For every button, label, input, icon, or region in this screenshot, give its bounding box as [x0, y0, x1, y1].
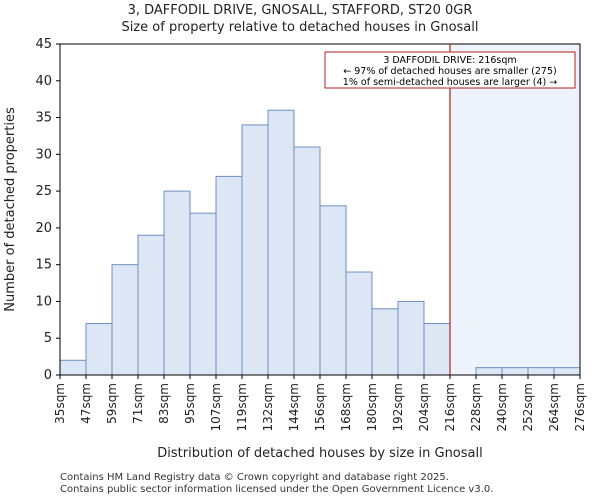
y-axis-label: Number of detached properties	[3, 107, 18, 312]
annotation-line-3: 1% of semi-detached houses are larger (4…	[343, 77, 557, 88]
footer-line-2: Contains public sector information licen…	[60, 484, 494, 495]
bar-95sqm	[189, 212, 217, 376]
x-tick-label: 204sqm	[417, 383, 431, 431]
bar-252sqm	[527, 367, 555, 376]
y-tick-label: 10	[35, 294, 52, 309]
y-tick-label: 5	[44, 331, 52, 346]
x-tick-label: 95sqm	[183, 383, 197, 424]
bar-71sqm	[137, 234, 165, 376]
bar-192sqm	[397, 300, 425, 376]
bar-180sqm	[371, 308, 399, 376]
bar-156sqm	[319, 205, 347, 376]
chart-title: 3, DAFFODIL DRIVE, GNOSALL, STAFFORD, ST…	[127, 3, 473, 18]
annotation-line-1: 3 DAFFODIL DRIVE: 216sqm	[383, 55, 516, 66]
x-tick-label: 144sqm	[287, 383, 301, 431]
x-tick-label: 192sqm	[391, 383, 405, 431]
x-tick-label: 180sqm	[365, 383, 379, 431]
x-tick-label: 59sqm	[105, 383, 119, 424]
bar-144sqm	[293, 146, 321, 376]
x-tick-label: 228sqm	[469, 383, 483, 431]
x-tick-label: 132sqm	[261, 383, 275, 431]
x-tick-label: 107sqm	[209, 383, 223, 431]
y-tick-label: 40	[35, 74, 52, 89]
x-tick-label: 47sqm	[79, 383, 93, 424]
bar-35sqm	[59, 359, 87, 376]
chart-subtitle: Size of property relative to detached ho…	[121, 20, 479, 35]
x-tick-label: 168sqm	[339, 383, 353, 431]
x-tick-label: 252sqm	[521, 383, 535, 431]
y-tick-label: 30	[35, 147, 52, 162]
x-tick-label: 216sqm	[443, 383, 457, 431]
highlight-region	[450, 44, 580, 375]
bar-168sqm	[345, 271, 373, 376]
bar-107sqm	[215, 175, 243, 376]
y-tick-label: 35	[35, 111, 52, 126]
bar-264sqm	[553, 367, 581, 376]
annotation-line-2: ← 97% of detached houses are smaller (27…	[343, 66, 556, 77]
bar-132sqm	[267, 109, 295, 376]
y-tick-label: 0	[44, 368, 52, 383]
x-tick-label: 276sqm	[573, 383, 587, 431]
annotation-box	[324, 51, 576, 89]
bar-83sqm	[163, 190, 191, 376]
y-tick-label: 45	[35, 37, 52, 52]
x-tick-label: 240sqm	[495, 383, 509, 431]
y-tick-label: 25	[35, 184, 52, 199]
x-axis-label: Distribution of detached houses by size …	[157, 446, 482, 461]
bar-119sqm	[241, 124, 269, 376]
bar-228sqm	[475, 367, 503, 376]
x-tick-label: 35sqm	[53, 383, 67, 424]
x-tick-label: 119sqm	[235, 383, 249, 431]
bar-240sqm	[501, 367, 529, 376]
bar-204sqm	[423, 323, 451, 376]
bar-47sqm	[85, 323, 113, 376]
x-tick-label: 83sqm	[157, 383, 171, 424]
x-tick-label: 71sqm	[131, 383, 145, 424]
footer-line-1: Contains HM Land Registry data © Crown c…	[60, 472, 449, 483]
x-tick-label: 264sqm	[547, 383, 561, 431]
y-tick-label: 20	[35, 221, 52, 236]
y-tick-label: 15	[35, 258, 52, 273]
x-tick-label: 156sqm	[313, 383, 327, 431]
bar-59sqm	[111, 264, 139, 376]
